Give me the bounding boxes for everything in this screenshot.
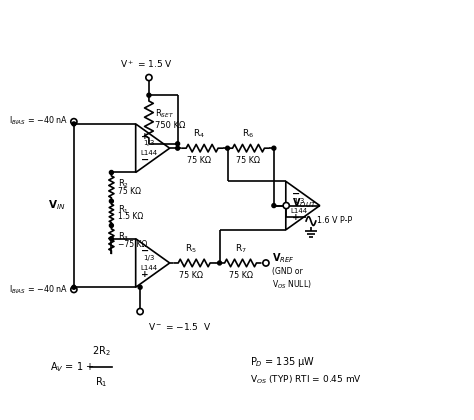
Text: R$_3$: R$_3$: [118, 230, 129, 243]
Text: V$_{IN}$: V$_{IN}$: [47, 199, 65, 213]
Text: 75 KΩ: 75 KΩ: [179, 271, 203, 280]
Circle shape: [71, 286, 77, 293]
Text: L144: L144: [290, 208, 307, 214]
Circle shape: [147, 93, 151, 97]
Circle shape: [109, 237, 113, 241]
Circle shape: [109, 199, 113, 203]
Text: R$_6$: R$_6$: [242, 128, 255, 140]
Text: −: −: [141, 155, 149, 165]
Text: L144: L144: [141, 265, 158, 271]
Text: V$_{OUT}$: V$_{OUT}$: [292, 197, 316, 210]
Circle shape: [72, 122, 76, 126]
Text: 750 KΩ: 750 KΩ: [155, 121, 185, 130]
Text: 75 KΩ: 75 KΩ: [228, 271, 253, 280]
Text: 2R$_2$: 2R$_2$: [92, 344, 110, 358]
Circle shape: [272, 204, 276, 207]
Circle shape: [263, 260, 269, 266]
Text: 1/3: 1/3: [293, 198, 304, 204]
Text: 1.6 V P-P: 1.6 V P-P: [317, 215, 352, 225]
Text: R$_2$: R$_2$: [118, 177, 128, 189]
Text: I$_{BIAS}$ = −40 nA: I$_{BIAS}$ = −40 nA: [9, 283, 69, 296]
Text: R$_1$: R$_1$: [95, 375, 108, 389]
Text: A$_V$ = 1 +: A$_V$ = 1 +: [50, 360, 95, 374]
Text: +: +: [292, 213, 299, 222]
Text: (GND or: (GND or: [272, 268, 303, 276]
Circle shape: [272, 146, 276, 150]
Circle shape: [137, 308, 143, 315]
Text: 75 KΩ: 75 KΩ: [187, 156, 211, 165]
Text: R$_7$: R$_7$: [235, 242, 246, 255]
Text: 75 KΩ: 75 KΩ: [118, 186, 141, 196]
Text: P$_D$ = 135 μW: P$_D$ = 135 μW: [250, 355, 316, 369]
Circle shape: [226, 146, 229, 150]
Text: 75 KΩ: 75 KΩ: [237, 156, 261, 165]
Text: V$^-$ = −1.5  V: V$^-$ = −1.5 V: [148, 321, 211, 332]
Text: I$_{BIAS}$ = −40 nA: I$_{BIAS}$ = −40 nA: [9, 115, 69, 127]
Circle shape: [218, 261, 221, 265]
Text: +: +: [141, 270, 149, 279]
Text: V$^+$ = 1.5 V: V$^+$ = 1.5 V: [120, 58, 173, 70]
Circle shape: [176, 142, 180, 146]
Text: L144: L144: [141, 150, 158, 157]
Text: R$_4$: R$_4$: [193, 128, 205, 140]
Circle shape: [138, 285, 142, 289]
Circle shape: [71, 118, 77, 125]
Circle shape: [72, 285, 76, 289]
Text: 1/3: 1/3: [144, 140, 155, 146]
Circle shape: [176, 146, 180, 150]
Text: +: +: [141, 132, 149, 141]
Text: R$_1$: R$_1$: [118, 203, 128, 216]
Text: −: −: [292, 189, 300, 199]
Text: V$_{REF}$: V$_{REF}$: [272, 251, 295, 265]
Text: V$_{OS}$ (TYP) RTI = 0.45 mV: V$_{OS}$ (TYP) RTI = 0.45 mV: [250, 374, 363, 386]
Circle shape: [283, 202, 289, 209]
Text: 1.5 KΩ: 1.5 KΩ: [118, 213, 143, 221]
Text: R$_5$: R$_5$: [185, 242, 197, 255]
Circle shape: [109, 223, 113, 228]
Circle shape: [109, 171, 113, 174]
Text: 1/3: 1/3: [144, 255, 155, 261]
Text: V$_{OS}$ NULL): V$_{OS}$ NULL): [272, 279, 312, 291]
Text: −: −: [141, 246, 149, 256]
Text: −75 KΩ: −75 KΩ: [118, 239, 147, 249]
Text: R$_{SET}$: R$_{SET}$: [155, 108, 174, 120]
Circle shape: [146, 74, 152, 81]
